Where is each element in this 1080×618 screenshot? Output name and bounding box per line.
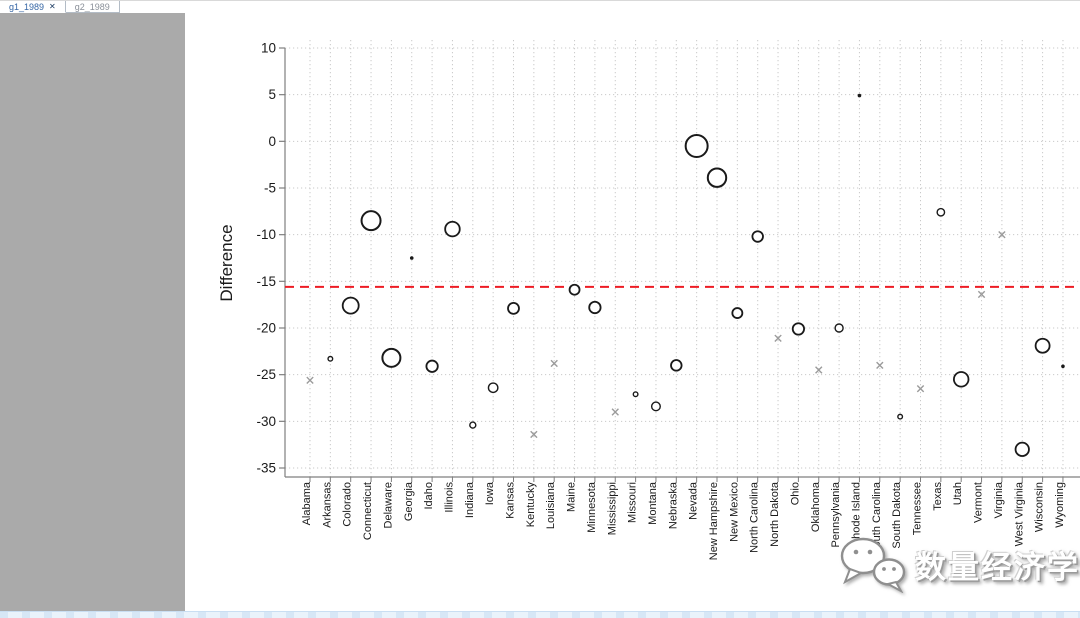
x-tick-label: South Carolina <box>871 481 883 555</box>
data-point-Wisconsin <box>1034 337 1051 354</box>
data-point-Minnesota <box>588 300 602 315</box>
data-point-Indiana <box>469 421 477 429</box>
x-tick-label: Nevada <box>688 481 700 520</box>
x-tick-label: Kentucky <box>525 482 537 528</box>
data-point-Pennsylvania <box>834 323 844 333</box>
y-tick-label: -10 <box>256 227 276 242</box>
x-tick-label: Iowa <box>484 481 496 505</box>
x-tick-label: Minnesota <box>586 481 598 533</box>
y-tick-label: 5 <box>268 87 276 102</box>
close-tab-icon[interactable]: ✕ <box>49 1 56 11</box>
data-point-Iowa <box>487 382 499 394</box>
data-point-Texas <box>936 207 946 217</box>
x-tick-label: North Carolina <box>749 481 761 553</box>
bottom-strip <box>0 611 1080 618</box>
y-tick-label: 0 <box>268 134 276 149</box>
data-point-Maine <box>568 283 581 296</box>
x-tick-label: New Hampshire <box>708 482 720 560</box>
x-tick-label: Mississippi <box>606 482 618 535</box>
data-point-Montana <box>650 401 661 412</box>
data-point-Colorado <box>341 296 360 315</box>
data-point-Delaware <box>381 347 402 368</box>
data-point-Ohio <box>791 322 806 336</box>
data-point-North Carolina <box>751 230 764 243</box>
data-point-Nebraska <box>670 359 683 372</box>
y-tick-label: -5 <box>264 180 276 195</box>
data-point-West Virginia <box>1014 441 1030 457</box>
y-tick-label: -30 <box>256 414 276 429</box>
x-tick-label: Montana <box>647 481 659 525</box>
data-point-Utah <box>953 371 970 388</box>
x-tick-label: New Mexico <box>728 482 740 542</box>
y-tick-label: -20 <box>256 320 276 335</box>
x-tick-label: Nebraska <box>667 481 679 529</box>
x-tick-label: Alabama <box>301 481 313 525</box>
scatter-plot: 10 5 0 -5 -10 -15 -20 -25 -30 -35 Difference Alabam… <box>217 40 1080 560</box>
x-tick-label: Georgia <box>403 481 415 521</box>
data-point-Idaho <box>425 359 439 373</box>
x-tick-label: Rhode Island <box>850 482 862 547</box>
x-tick-label: Connecticut <box>362 482 374 540</box>
data-point-Tennessee <box>916 384 925 393</box>
x-tick-label: Kansas <box>505 482 517 519</box>
x-tick-label: South Dakota <box>891 481 903 549</box>
x-tick-label: Texas <box>932 482 944 511</box>
tab-g2-1989[interactable]: g2_1989 <box>65 1 120 13</box>
x-tick-label: Virginia <box>993 481 1005 518</box>
data-point-Alabama <box>306 376 314 384</box>
data-point-Georgia <box>409 256 414 260</box>
x-tick-label: Maine <box>566 482 578 512</box>
chart-canvas: 10 5 0 -5 -10 -15 -20 -25 -30 -35 Difference Alabam… <box>185 13 1080 611</box>
x-tick-label: Delaware <box>382 482 394 528</box>
tab-label: g1_1989 <box>9 1 45 12</box>
y-tick-label: -35 <box>256 460 276 475</box>
data-point-Louisiana <box>550 359 558 368</box>
graph-tab-bar: g1_1989 ✕ g2_1989 <box>0 0 1080 13</box>
x-tick-label: Missouri <box>627 482 639 523</box>
data-point-Nevada <box>684 133 709 158</box>
y-tick-label: -15 <box>256 274 276 289</box>
data-point-Oklahoma <box>815 366 823 374</box>
data-point-Missouri <box>632 391 639 398</box>
y-axis-title: Difference <box>217 224 236 301</box>
data-point-Vermont <box>977 290 986 299</box>
data-point-New Mexico <box>731 307 744 319</box>
data-point-Illinois <box>444 220 461 238</box>
x-tick-label: Colorado <box>342 482 354 527</box>
x-tick-label: Ohio <box>789 482 801 505</box>
x-tick-label: West Virginia <box>1013 481 1025 546</box>
tab-label: g2_1989 <box>74 1 110 12</box>
x-tick-label: Arkansas <box>321 482 333 528</box>
data-point-Kansas <box>507 301 520 315</box>
x-tick-label: Vermont <box>973 482 985 523</box>
data-point-Wyoming <box>1061 364 1065 369</box>
data-point-Arkansas <box>327 355 334 362</box>
data-point-North Dakota <box>774 334 782 342</box>
y-tick-label: 10 <box>261 41 276 56</box>
x-tick-label: Oklahoma <box>810 481 822 532</box>
x-tick-label: Indiana <box>464 481 476 518</box>
x-tick-label: Illinois <box>443 482 455 513</box>
x-tick-label: Idaho <box>423 482 435 510</box>
x-tick-label: Tennessee <box>912 482 924 535</box>
data-point-Rhode Island <box>857 93 862 98</box>
data-point-South Carolina <box>876 361 884 370</box>
y-tick-label: -25 <box>256 367 276 382</box>
x-tick-label: Louisiana <box>545 481 557 529</box>
data-point-Virginia <box>998 230 1006 239</box>
x-tick-label: Pennsylvania <box>830 481 842 547</box>
data-point-South Dakota <box>897 413 904 420</box>
sidebar-panel <box>0 13 185 611</box>
data-point-Mississippi <box>611 408 619 416</box>
data-point-Kentucky <box>530 430 538 439</box>
x-tick-label: Utah <box>952 482 964 505</box>
data-point-New Hampshire <box>706 167 728 188</box>
x-tick-label: Wyoming <box>1054 482 1066 528</box>
x-tick-label: Wisconsin <box>1034 482 1046 532</box>
tab-g1-1989[interactable]: g1_1989 ✕ <box>0 1 66 13</box>
x-tick-label: North Dakota <box>769 481 781 547</box>
data-point-Connecticut <box>360 210 382 232</box>
